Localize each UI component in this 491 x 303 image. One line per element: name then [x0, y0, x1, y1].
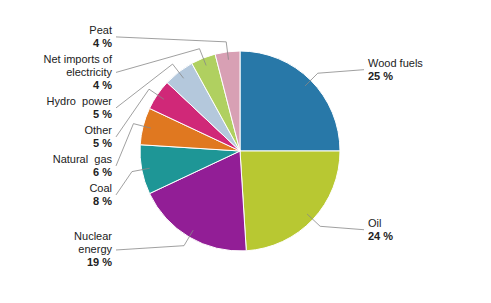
slice	[240, 151, 340, 251]
slice-label: Peat	[89, 24, 112, 36]
data-label: 4 %	[93, 79, 112, 91]
leader-line	[116, 168, 150, 195]
data-label: 4 %	[93, 37, 112, 49]
data-label: 5 %	[93, 108, 112, 120]
slice-label: Oil	[368, 217, 381, 229]
data-label: 19 %	[87, 256, 112, 268]
data-label: 25 %	[368, 70, 393, 82]
data-label: 24 %	[368, 230, 393, 242]
leader-line	[116, 37, 228, 60]
slice-label: Hydro power	[47, 95, 113, 107]
slice-label: Natural gas	[53, 153, 113, 165]
slice-label: Other	[84, 124, 112, 136]
leader-line	[116, 230, 193, 250]
leader-lines	[116, 37, 364, 250]
slice	[140, 145, 240, 194]
slice-label: Wood fuels	[368, 57, 423, 69]
data-label: 5 %	[93, 137, 112, 149]
leader-line	[116, 89, 164, 137]
leader-line	[116, 49, 206, 73]
chart: Wood fuels25 % Oil24 % Nuclearenergy19 % Co…	[0, 0, 491, 303]
leader-line	[305, 70, 364, 86]
slice	[240, 51, 340, 151]
slice-label: Nuclearenergy	[74, 230, 112, 255]
labels: Wood fuels25 % Oil24 % Nuclearenergy19 % Co…	[44, 24, 424, 269]
slice-label: Coal	[89, 182, 112, 194]
slice-label: Net imports ofelectricity	[44, 53, 113, 78]
data-label: 6 %	[93, 166, 112, 178]
data-label: 8 %	[93, 195, 112, 207]
leader-line	[307, 214, 364, 230]
slice	[215, 51, 240, 151]
leader-line	[116, 64, 184, 108]
